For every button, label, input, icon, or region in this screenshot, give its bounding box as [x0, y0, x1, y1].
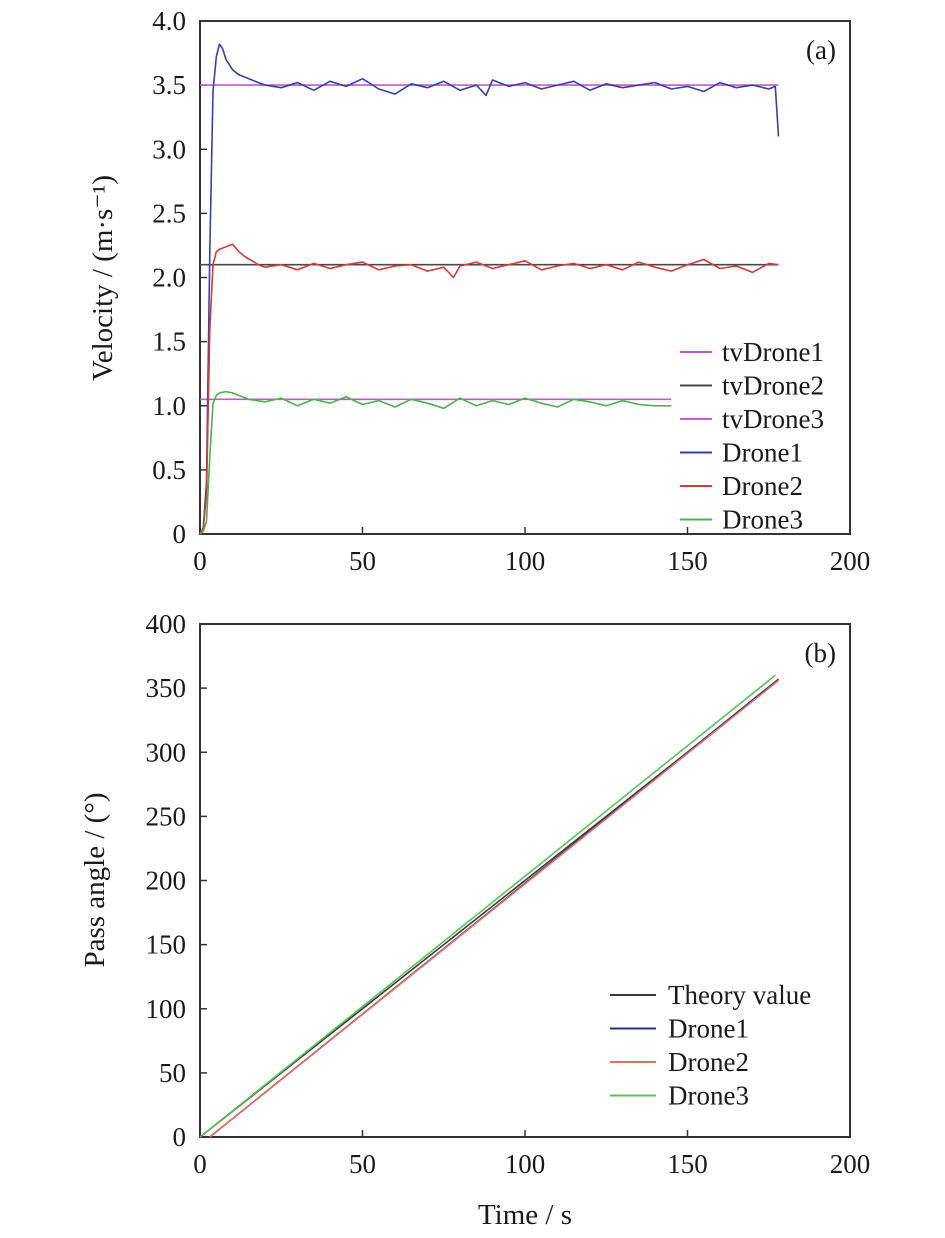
y-tick-label-a: 2.0 [152, 263, 186, 293]
x-axis-title-b: Time / s [478, 1199, 572, 1231]
x-tick-label-b: 50 [349, 1149, 376, 1179]
y-axis-ticks-b: 0 50 100 150 200 250 300 350 400 [146, 609, 207, 1152]
pass-angle-panel: 0 50 100 150 200 0 50 100 150 200 250 300 350 400 Pa… [79, 609, 870, 1231]
x-tick-label-b: 200 [830, 1149, 871, 1179]
legend-label: Drone1 [722, 438, 803, 468]
x-axis-ticks-a: 0 50 100 150 200 [193, 527, 870, 576]
series-group-a [199, 43, 780, 535]
y-tick-label-a: 4.0 [152, 6, 186, 36]
x-tick-label-a: 200 [830, 546, 871, 576]
x-tick-label-a: 150 [667, 546, 708, 576]
y-tick-label-a: 2.5 [152, 198, 186, 228]
panel-label-a: (a) [806, 35, 836, 65]
series-line-drone3 [199, 390, 672, 535]
series-group-b [199, 674, 780, 1138]
y-tick-label-b: 250 [146, 801, 187, 831]
x-tick-label-b: 100 [505, 1149, 546, 1179]
y-tick-label-b: 100 [146, 994, 187, 1024]
series-line-drone1 [199, 43, 780, 535]
y-tick-label-b: 300 [146, 737, 187, 767]
y-tick-label-b: 150 [146, 930, 187, 960]
y-axis-title-b: Pass angle / (°) [79, 792, 111, 967]
series-line-drone2 [199, 243, 779, 535]
x-tick-label-b: 150 [667, 1149, 708, 1179]
y-tick-label-b: 50 [159, 1058, 186, 1088]
x-axis-ticks-b: 0 50 100 150 200 [193, 1130, 870, 1179]
panel-label-b: (b) [805, 638, 836, 668]
y-tick-label-a: 0.5 [152, 455, 186, 485]
series-line-drone2 [209, 679, 780, 1138]
legend-label: tvDrone2 [722, 371, 824, 401]
legend-label: Theory value [668, 980, 811, 1010]
y-axis-title-a: Velocity / (m·s⁻¹) [87, 175, 119, 381]
legend-label: Drone1 [668, 1014, 749, 1044]
legend-label: tvDrone3 [722, 404, 824, 434]
legend-label: Drone2 [668, 1047, 749, 1077]
x-tick-label-a: 100 [505, 546, 546, 576]
x-tick-label-a: 0 [193, 546, 207, 576]
y-tick-label-a: 3.5 [152, 70, 186, 100]
y-tick-label-a: 1.0 [152, 391, 186, 421]
y-tick-label-a: 3.0 [152, 134, 186, 164]
velocity-panel: 0 50 100 150 200 0 0.5 1.0 1.5 2.0 2.5 3.0 3.5 4.0 V… [87, 6, 870, 576]
y-tick-label-a: 1.5 [152, 327, 186, 357]
legend-label: Drone3 [668, 1081, 749, 1111]
y-axis-ticks-a: 0 0.5 1.0 1.5 2.0 2.5 3.0 3.5 4.0 [152, 6, 207, 549]
legend-label: tvDrone1 [722, 337, 824, 367]
y-tick-label-b: 350 [146, 673, 187, 703]
y-tick-label-a: 0 [173, 519, 187, 549]
x-tick-label-a: 50 [349, 546, 376, 576]
legend-label: Drone3 [722, 505, 803, 535]
y-tick-label-b: 400 [146, 609, 187, 639]
y-tick-label-b: 200 [146, 866, 187, 896]
y-tick-label-b: 0 [173, 1122, 187, 1152]
series-line-drone3 [199, 674, 776, 1138]
legend-label: Drone2 [722, 471, 803, 501]
x-tick-label-b: 0 [193, 1149, 207, 1179]
